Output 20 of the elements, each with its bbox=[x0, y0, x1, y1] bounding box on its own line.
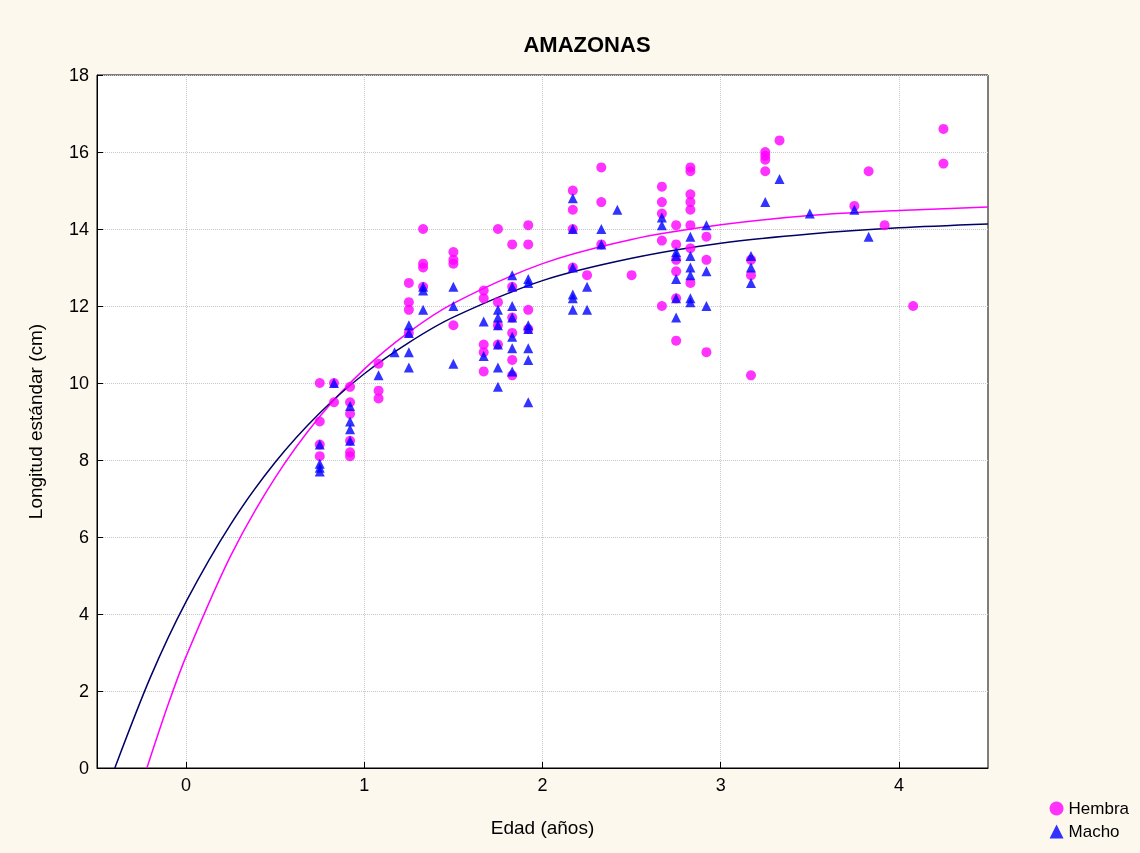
x-tick-label: 0 bbox=[181, 775, 192, 795]
x-tick-label: 4 bbox=[893, 775, 904, 795]
y-axis-title: Longitud estándar (cm) bbox=[25, 323, 46, 520]
x-tick-label: 1 bbox=[359, 775, 370, 795]
y-tick-label: 14 bbox=[68, 219, 89, 239]
y-tick-label: 2 bbox=[78, 681, 89, 701]
y-tick-label: 8 bbox=[78, 450, 89, 470]
y-tick-label: 18 bbox=[68, 65, 89, 85]
legend-label: Hembra bbox=[1068, 799, 1130, 818]
y-tick-label: 4 bbox=[78, 604, 89, 624]
x-tick-label: 2 bbox=[537, 775, 548, 795]
y-tick-label: 6 bbox=[78, 527, 89, 547]
y-tick-label: 16 bbox=[68, 142, 89, 162]
x-axis-title: Edad (años) bbox=[490, 817, 595, 838]
y-tick-label: 12 bbox=[68, 296, 89, 316]
legend-label: Macho bbox=[1068, 822, 1120, 841]
x-tick-label: 3 bbox=[715, 775, 726, 795]
y-tick-label: 0 bbox=[78, 758, 89, 778]
chart-title: AMAZONAS bbox=[523, 31, 651, 57]
y-tick-label: 10 bbox=[68, 373, 89, 393]
